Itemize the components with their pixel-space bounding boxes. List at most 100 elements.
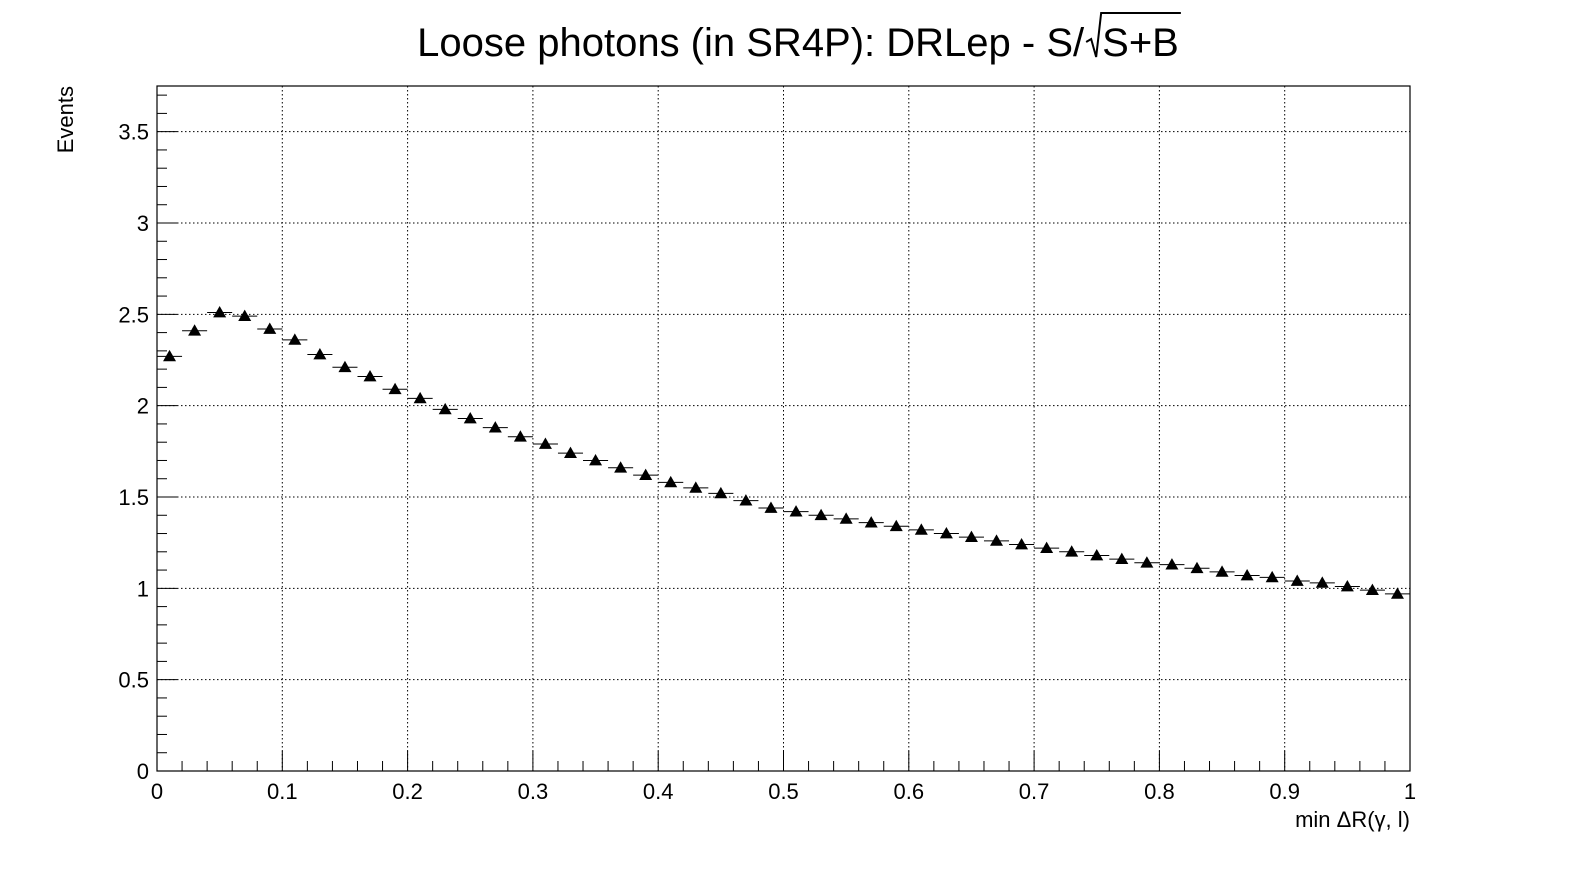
data-point [232, 309, 258, 322]
triangle-marker [538, 437, 552, 449]
y-axis-title: Events [53, 86, 78, 153]
data-point [332, 360, 358, 373]
y-tick-label: 1.5 [118, 485, 149, 510]
x-axis-title: min ΔR(γ, l) [1295, 807, 1410, 832]
data-point [783, 505, 809, 517]
y-tick-label: 2.5 [118, 302, 149, 327]
triangle-marker [1165, 558, 1179, 570]
data-point [557, 446, 584, 459]
triangle-marker [689, 481, 703, 493]
triangle-marker [1140, 556, 1154, 568]
triangle-marker [1190, 561, 1204, 574]
x-tick-label: 0.8 [1144, 779, 1175, 804]
data-point [833, 512, 859, 524]
triangle-marker [1040, 541, 1054, 554]
triangle-marker [563, 446, 577, 459]
x-tick-label: 0 [151, 779, 163, 804]
data-point [733, 494, 759, 506]
data-point [708, 486, 734, 499]
triangle-marker [513, 430, 527, 442]
triangle-marker [388, 382, 402, 395]
triangle-marker [1290, 574, 1304, 586]
triangle-marker [413, 391, 427, 404]
data-point [933, 527, 959, 539]
x-tick-label: 1 [1404, 779, 1416, 804]
data-point [282, 333, 308, 345]
triangle-marker [313, 348, 327, 360]
data-point [858, 516, 884, 528]
data-point [983, 534, 1010, 546]
data-point [1059, 545, 1085, 557]
data-point [808, 508, 834, 521]
triangle-marker [1090, 548, 1104, 561]
triangle-marker [238, 309, 252, 322]
triangle-marker [964, 530, 978, 543]
triangle-marker [990, 534, 1004, 546]
data-point [758, 501, 784, 513]
triangle-marker [438, 402, 452, 415]
data-point [1009, 537, 1035, 550]
data-point [357, 369, 383, 382]
data-point [1259, 570, 1285, 583]
triangle-marker [1065, 545, 1079, 557]
triangle-marker [939, 527, 953, 539]
triangle-marker [463, 411, 477, 424]
data-point [1084, 548, 1110, 561]
data-point [1184, 561, 1210, 574]
data-point [1159, 558, 1185, 570]
triangle-marker [1390, 587, 1404, 599]
triangle-marker [1265, 570, 1279, 583]
x-tick-label: 0.4 [643, 779, 674, 804]
triangle-marker [789, 505, 803, 517]
chart-title-radicand: S+B [1102, 21, 1179, 65]
x-tick-label: 0.2 [392, 779, 423, 804]
y-tick-label: 3.5 [118, 120, 149, 145]
y-tick-labels: 0 0.5 1 1.5 2 2.5 3 3.5 [118, 120, 149, 784]
data-point [608, 461, 634, 473]
triangle-marker [589, 453, 603, 466]
triangle-marker [664, 475, 678, 488]
data-point [1109, 552, 1135, 564]
data-point [1334, 580, 1360, 592]
data-point [482, 421, 508, 433]
data-point [457, 411, 483, 424]
data-point [958, 530, 984, 543]
triangle-marker [163, 349, 177, 362]
triangle-marker [1115, 552, 1129, 564]
data-point [1209, 565, 1235, 577]
triangle-marker [1015, 537, 1029, 550]
triangle-marker [864, 516, 878, 528]
y-tick-label: 0.5 [118, 668, 149, 693]
x-tick-labels: 0 0.1 0.2 0.3 0.4 0.5 0.6 0.7 0.8 0.9 1 [151, 779, 1416, 804]
triangle-marker [1340, 580, 1354, 592]
triangle-marker [914, 523, 928, 535]
x-tick-label: 0.6 [894, 779, 925, 804]
data-points [157, 306, 1410, 599]
data-point [507, 430, 533, 442]
x-tick-label: 0.1 [267, 779, 298, 804]
triangle-marker [814, 508, 828, 521]
data-point [1384, 587, 1410, 599]
data-point [1234, 569, 1260, 581]
data-point [182, 324, 208, 336]
data-point [1034, 541, 1060, 554]
x-tick-label: 0.3 [518, 779, 549, 804]
sqrt-symbol [1085, 12, 1181, 58]
triangle-marker [1240, 569, 1254, 581]
grid [157, 86, 1410, 771]
data-point [1309, 576, 1335, 588]
triangle-marker [1215, 565, 1229, 577]
y-tick-label: 0 [137, 759, 149, 784]
y-tick-label: 3 [137, 211, 149, 236]
axis-ticks [156, 94, 1411, 772]
y-tick-label: 2 [137, 394, 149, 419]
triangle-marker [288, 333, 302, 345]
data-point [633, 468, 659, 480]
data-point [658, 475, 684, 488]
triangle-marker [363, 369, 377, 382]
chart-title-group: Loose photons (in SR4P): DRLep - S/ S+B [417, 12, 1181, 65]
chart-title: Loose photons (in SR4P): DRLep - S/ [417, 21, 1085, 65]
